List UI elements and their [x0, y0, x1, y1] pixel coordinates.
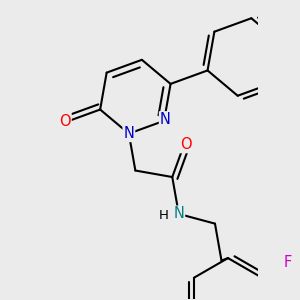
- Text: H: H: [159, 208, 169, 222]
- Text: N: N: [123, 126, 134, 141]
- Text: O: O: [59, 114, 71, 129]
- Text: N: N: [173, 206, 184, 221]
- Text: F: F: [284, 255, 292, 270]
- Text: N: N: [160, 112, 171, 127]
- Text: O: O: [180, 137, 191, 152]
